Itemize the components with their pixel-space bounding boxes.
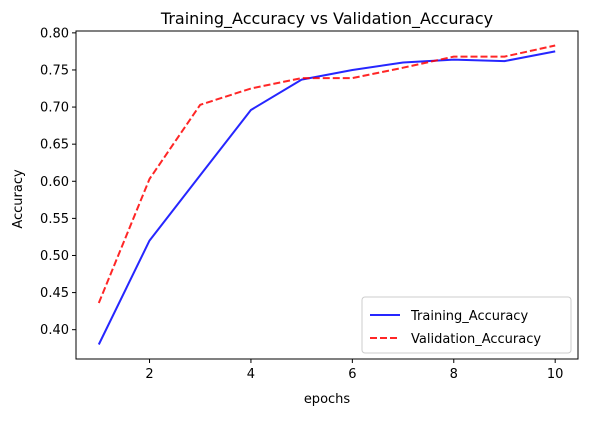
- x-tick-label: 2: [145, 367, 153, 382]
- y-tick-label: 0.75: [40, 63, 69, 78]
- x-tick-label: 8: [450, 367, 458, 382]
- training-accuracy-line: [97, 50, 556, 345]
- y-tick-label: 0.80: [40, 26, 69, 41]
- y-axis-ticks: 0.40 0.45 0.50 0.55 0.60 0.65 0.70 0.75 0.80: [40, 26, 76, 338]
- y-axis-label: Accuracy: [11, 169, 26, 229]
- x-tick-label: 4: [247, 367, 255, 382]
- y-tick-label: 0.65: [40, 138, 69, 153]
- x-axis-label: epochs: [304, 392, 351, 407]
- chart-title: Training_Accuracy vs Validation_Accuracy: [160, 9, 493, 29]
- y-tick-label: 0.50: [40, 249, 69, 264]
- legend-label: Validation_Accuracy: [411, 332, 541, 347]
- plot-area-frame: [75, 30, 579, 360]
- y-tick-label: 0.60: [40, 175, 69, 190]
- legend: Training_Accuracy Validation_Accuracy: [361, 296, 572, 354]
- x-tick-label: 6: [348, 367, 356, 382]
- validation-accuracy-line: [97, 44, 556, 304]
- y-tick-label: 0.55: [40, 212, 69, 227]
- x-axis-ticks: 2 4 6 8 10: [145, 359, 563, 382]
- x-tick-label: 10: [547, 367, 564, 382]
- legend-box: [361, 296, 572, 354]
- series-lines: [97, 44, 556, 345]
- y-tick-label: 0.45: [40, 286, 69, 301]
- legend-label: Training_Accuracy: [410, 309, 528, 324]
- y-tick-label: 0.40: [40, 323, 69, 338]
- y-tick-label: 0.70: [40, 101, 69, 116]
